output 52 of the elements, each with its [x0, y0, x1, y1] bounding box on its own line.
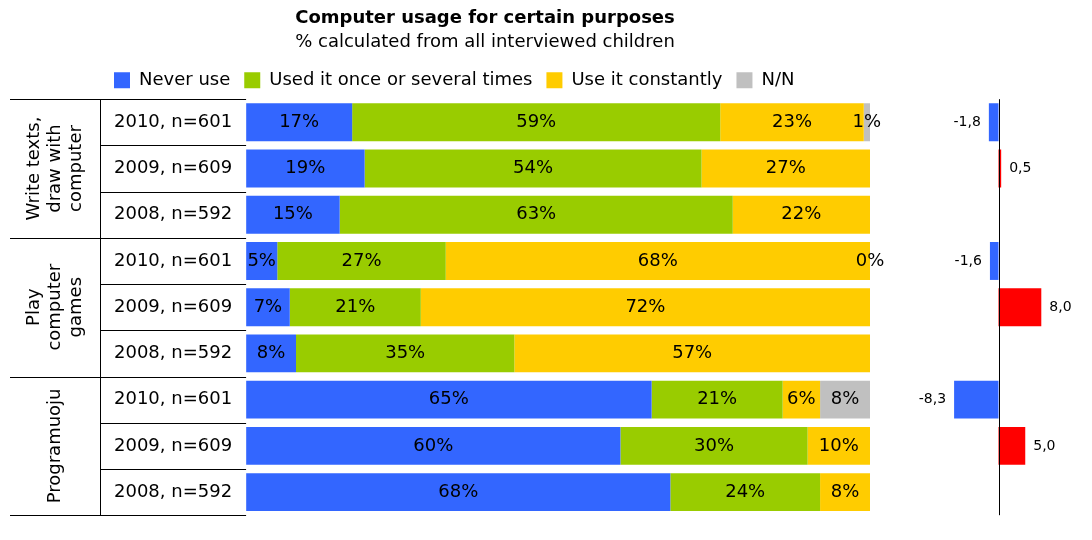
data-label: 0,5 [1009, 159, 1032, 176]
data-label: 10% [818, 433, 859, 455]
data-label: 68% [438, 479, 479, 501]
data-label: 59% [516, 109, 557, 131]
legend-label: Use it constantly [571, 67, 723, 89]
y-tick-label: 2010, n=601 [113, 109, 233, 131]
data-label: 8% [830, 479, 860, 501]
data-label: 54% [513, 156, 554, 178]
data-label: 65% [428, 387, 469, 409]
legend-label: N/N [761, 67, 795, 89]
data-label: -8,3 [918, 390, 947, 407]
data-label: 63% [516, 202, 557, 224]
data-label: 21% [335, 294, 376, 316]
data-label: 72% [625, 294, 666, 316]
legend-label: Never use [139, 67, 231, 89]
data-label: 8,0 [1049, 297, 1072, 314]
data-label: 6% [787, 387, 816, 409]
text: Programuoju [42, 388, 64, 504]
data-label: 5% [247, 248, 276, 270]
data-label: 15% [272, 202, 313, 224]
data-label: 5,0 [1033, 436, 1056, 453]
chart-subtitle: % calculated from all interviewed children [295, 30, 675, 52]
legend-label: Used it once or several times [269, 67, 533, 89]
data-label: 35% [385, 341, 426, 363]
data-label: 30% [694, 433, 735, 455]
data-label: 22% [781, 202, 822, 224]
data-label: 17% [279, 109, 320, 131]
data-label: 7% [253, 294, 283, 316]
data-label: 24% [725, 479, 766, 501]
data-label: 21% [697, 387, 738, 409]
y-tick-label: 2010, n=601 [113, 248, 233, 270]
data-label: 27% [341, 248, 382, 270]
data-label: 23% [772, 109, 813, 131]
chart-title: Computer usage for certain purposes [295, 6, 675, 28]
data-label: 27% [765, 156, 806, 178]
y-tick-label: 2008, n=592 [113, 341, 233, 363]
y-tick-label: 2009, n=609 [113, 294, 233, 316]
data-label: 60% [413, 433, 454, 455]
y-tick-label: 2010, n=601 [113, 387, 233, 409]
y-tick-label: 2008, n=592 [113, 479, 233, 501]
data-label: -1,6 [954, 251, 983, 268]
text: Play computer games [21, 263, 85, 351]
data-label: 19% [285, 156, 326, 178]
y-tick-label: 2009, n=609 [113, 156, 233, 178]
data-label: 57% [672, 341, 713, 363]
data-label: 8% [830, 387, 860, 409]
text: Write texts, draw with computer [21, 116, 85, 221]
y-tick-label: 2008, n=592 [113, 202, 233, 224]
data-label: 8% [256, 341, 286, 363]
data-label: 68% [637, 248, 678, 270]
data-label: -1,8 [953, 112, 981, 129]
y-tick-label: 2009, n=609 [113, 433, 233, 455]
